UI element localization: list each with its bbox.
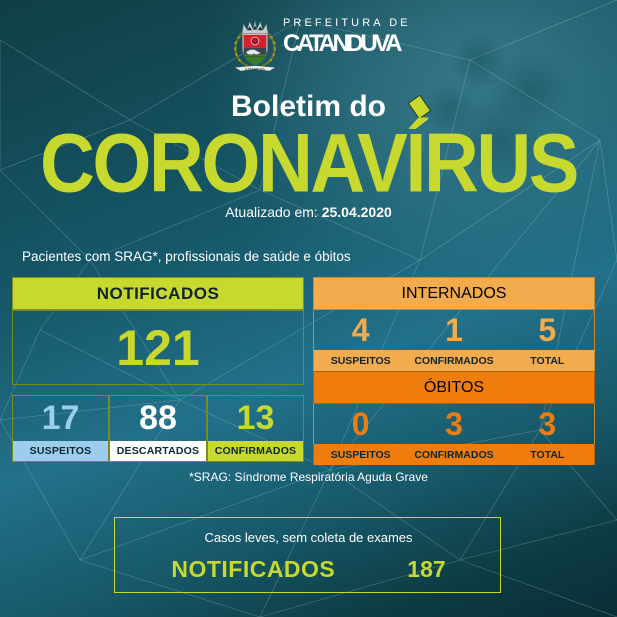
svg-text:CATANDUVA: CATANDUVA <box>245 67 266 71</box>
